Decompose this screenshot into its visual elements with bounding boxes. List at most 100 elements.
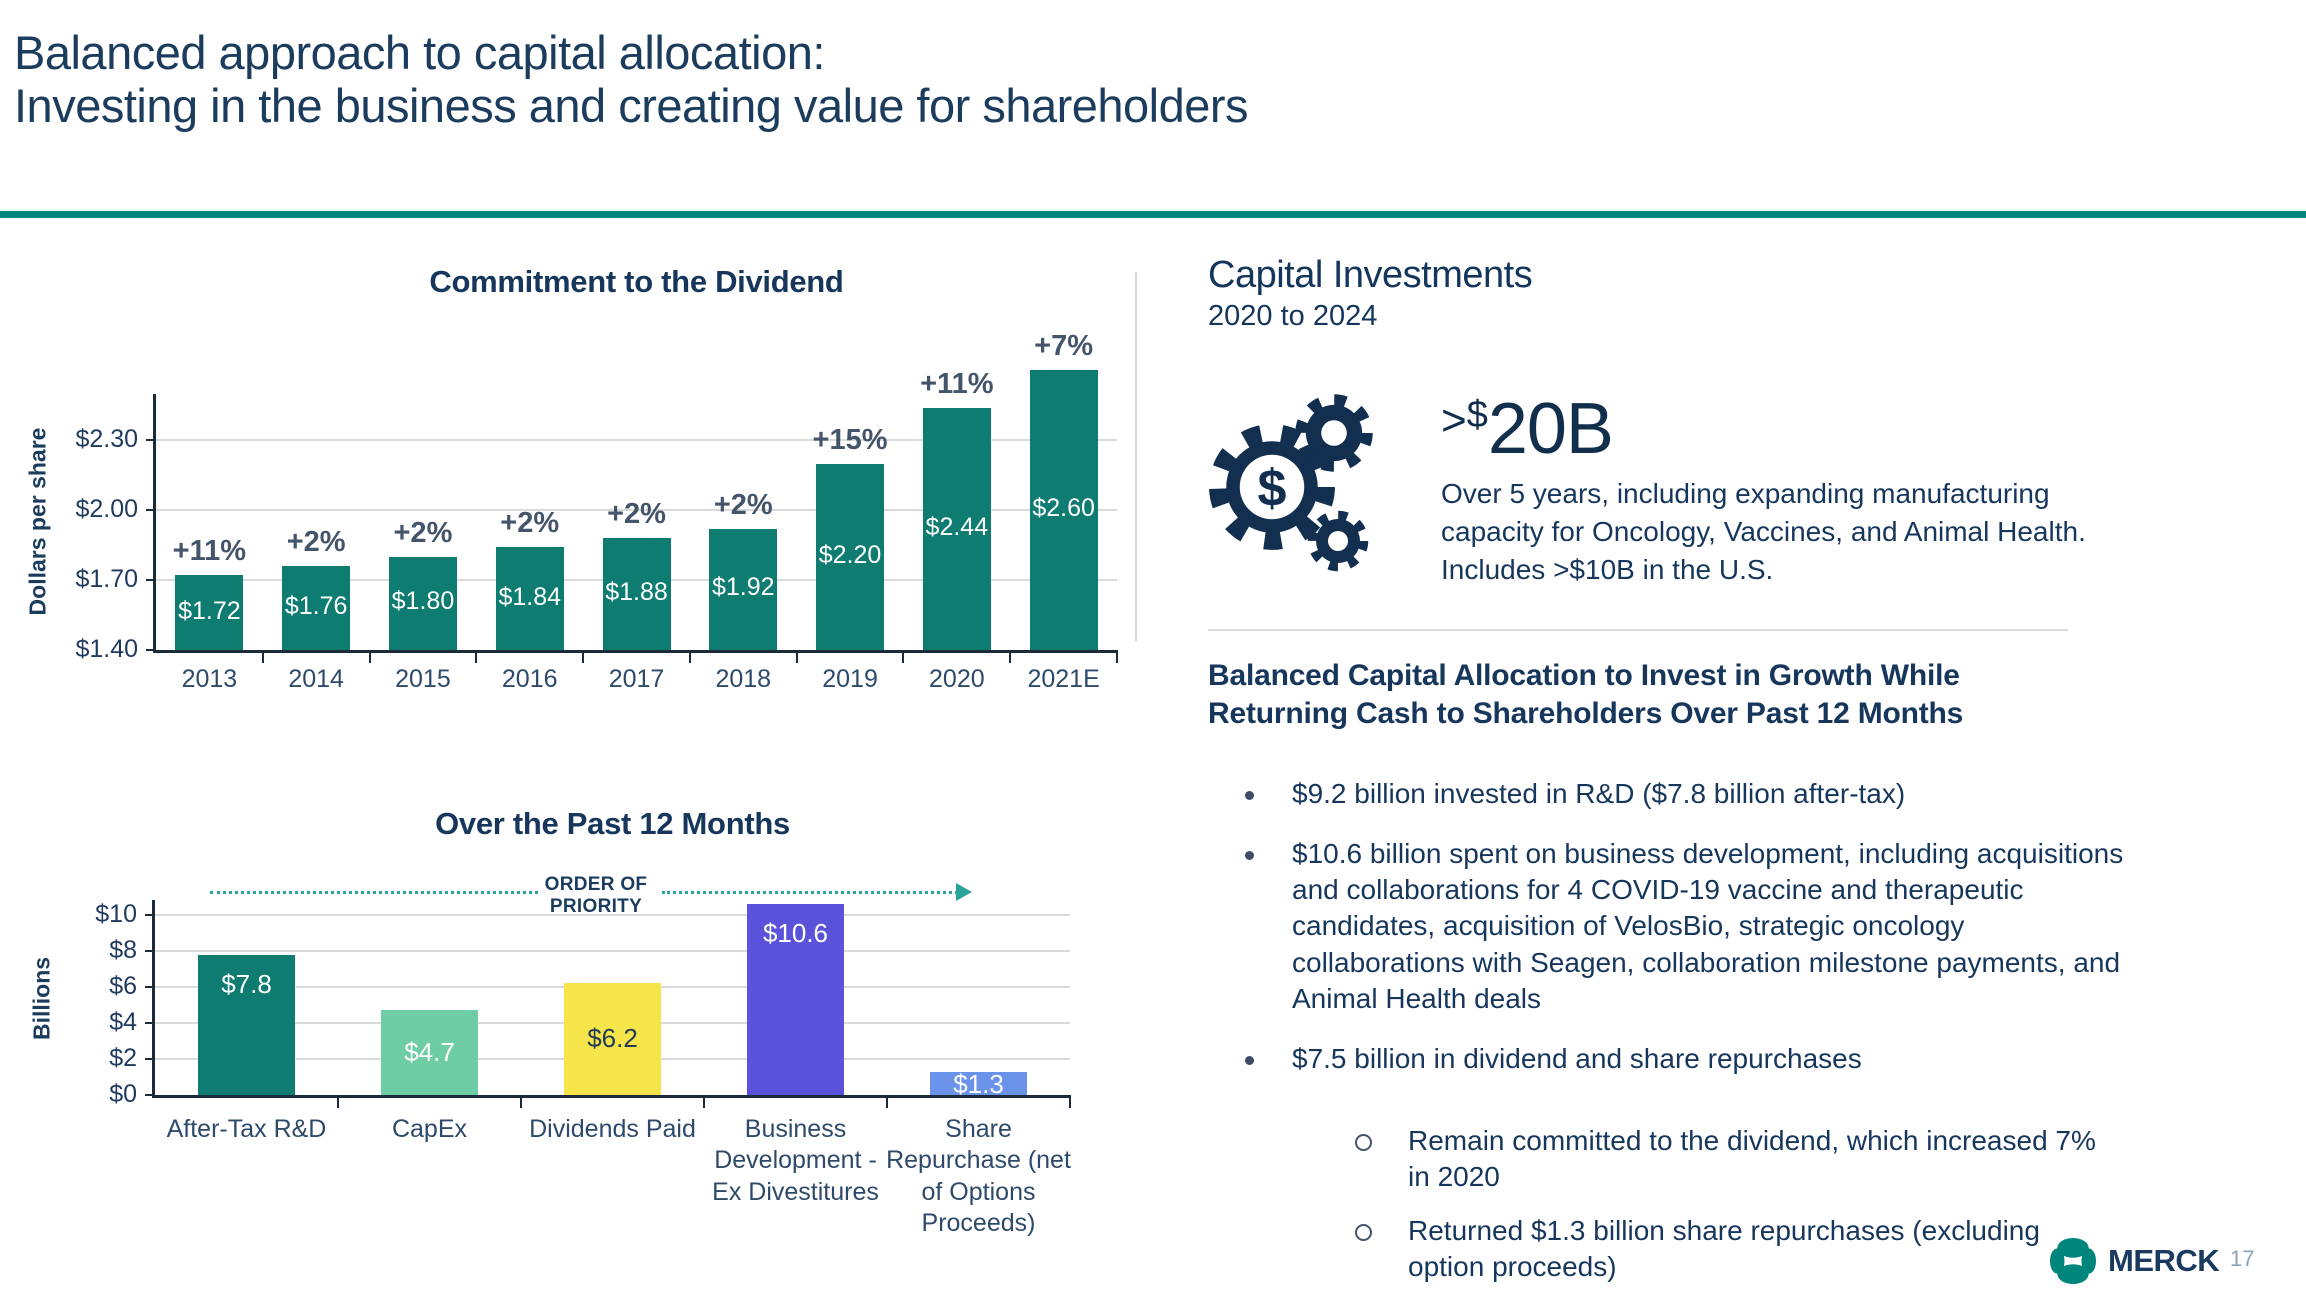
x-tick-mark: [520, 1095, 522, 1108]
x-tick-mark: [1009, 650, 1012, 663]
y-tick-mark: [145, 1058, 155, 1060]
bullet-text: $10.6 billion spent on business developm…: [1292, 838, 2124, 1014]
stat-description: Over 5 years, including expanding manufa…: [1441, 477, 2086, 586]
bar: [564, 983, 661, 1095]
category-label: 2015: [395, 665, 451, 693]
growth-label: +2%: [500, 507, 560, 540]
capital-stat-block: >$20B Over 5 years, including expanding …: [1441, 393, 2141, 589]
list-item: $10.6 billion spent on business developm…: [1208, 836, 2128, 1017]
bullet-dot-icon: [1245, 791, 1254, 801]
gridline: [155, 914, 1070, 916]
y-tick-mark: [145, 986, 155, 988]
category-label: 2014: [288, 665, 344, 693]
bullet-dot-icon: [1245, 1055, 1254, 1065]
order-of-priority-arrow-icon: [956, 883, 972, 901]
growth-label: +15%: [812, 423, 888, 456]
bar-value-label: $1.92: [711, 573, 775, 602]
bullet-text: $7.5 billion in dividend and share repur…: [1292, 1042, 1862, 1074]
bar-value-label: $1.84: [498, 582, 561, 611]
y-tick-label: $4: [109, 1008, 137, 1036]
bullet-dot-icon: [1245, 851, 1254, 861]
category-label: Share Repurchase (net of Options Proceed…: [886, 1115, 1071, 1237]
x-tick-mark: [582, 650, 585, 663]
page-number: 17: [2230, 1246, 2255, 1271]
order-of-priority-line-right: [662, 891, 958, 894]
bar-value-label: $4.7: [404, 1036, 455, 1067]
y-tick-mark: [146, 509, 156, 512]
bar: [282, 566, 351, 650]
stat-amount: 20B: [1487, 388, 1614, 469]
y-tick-mark: [145, 914, 155, 916]
list-item: $9.2 billion invested in R&D ($7.8 billi…: [1208, 776, 2128, 812]
bar-value-label: $7.8: [221, 968, 272, 999]
bar-value-label: $2.20: [818, 540, 882, 569]
bar-value-label: $1.88: [605, 578, 668, 607]
bar-value-label: $1.3: [953, 1069, 1004, 1100]
x-axis: [153, 650, 1117, 653]
category-label: Business Development - Ex Divestitures: [712, 1115, 879, 1206]
category-label: 2013: [181, 665, 238, 693]
growth-label: +2%: [286, 526, 346, 559]
money-gears-icon: $: [1209, 393, 1391, 573]
bar-value-label: $1.72: [178, 596, 241, 625]
growth-label: +2%: [607, 498, 666, 531]
category-label: 2016: [501, 665, 558, 693]
x-tick-mark: [902, 650, 905, 663]
x-tick-mark: [886, 1095, 888, 1108]
x-tick-mark: [475, 650, 478, 663]
list-item: Returned $1.3 billion share repurchases …: [1208, 1213, 2128, 1285]
y-tick-mark: [145, 1022, 155, 1024]
y-tick-label: $10: [95, 900, 137, 928]
page-title: Balanced approach to capital allocation:…: [14, 26, 1249, 133]
bar: [602, 538, 671, 650]
page-title-line2: Investing in the business and creating v…: [14, 79, 1249, 133]
bar: [198, 954, 295, 1095]
bar: [175, 575, 244, 650]
growth-label: +11%: [920, 367, 994, 400]
svg-text:$: $: [1258, 460, 1287, 518]
order-of-priority-label: ORDER OF PRIORITY: [544, 874, 648, 917]
bar: [922, 407, 991, 650]
category-label: After-Tax R&D: [166, 1115, 327, 1143]
dividend-chart-title: Commitment to the Dividend: [429, 264, 844, 299]
page-title-line1: Balanced approach to capital allocation:: [14, 26, 825, 79]
growth-label: +11%: [172, 535, 247, 568]
y-tick-label: $1.40: [75, 635, 138, 663]
category-label: 2018: [715, 665, 772, 693]
bar: [747, 904, 844, 1095]
y-tick-label: $6: [109, 972, 137, 1000]
capital-investments-subheading: 2020 to 2024: [1208, 299, 1378, 332]
x-tick-mark: [688, 650, 691, 663]
x-tick-mark: [1116, 650, 1118, 663]
category-label: CapEx: [391, 1115, 468, 1143]
vertical-divider: [1135, 272, 1137, 642]
sub-bullet-text: Returned $1.3 billion share repurchases …: [1408, 1215, 2040, 1283]
y-tick-label: $0: [109, 1080, 137, 1108]
bullet-circle-icon: [1355, 1133, 1372, 1151]
bar: [930, 1071, 1027, 1095]
list-item: Remain committed to the dividend, which …: [1208, 1123, 2128, 1195]
x-tick-mark: [1069, 1095, 1071, 1108]
y-axis: [153, 394, 156, 653]
y-tick-label: $2.30: [75, 425, 138, 454]
gridline: [156, 439, 1117, 442]
x-axis: [152, 1095, 1070, 1098]
growth-label: +2%: [713, 488, 773, 521]
currency-sign: $: [1466, 393, 1488, 436]
x-tick-mark: [703, 1095, 705, 1108]
capital-investments-panel: Capital Investments 2020 to 2024 $ >$20B…: [1208, 254, 2128, 1303]
category-label: 2017: [608, 665, 665, 693]
y-tick-label: $1.70: [75, 565, 138, 594]
bar: [816, 463, 885, 650]
sub-bullet-list: Remain committed to the dividend, which …: [1208, 1123, 2128, 1285]
bar: [495, 547, 564, 650]
capital-investments-heading: Capital Investments: [1208, 254, 1533, 296]
bar-value-label: $6.2: [587, 1023, 638, 1054]
x-tick-mark: [337, 1095, 339, 1108]
bar-value-label: $2.44: [925, 512, 989, 541]
y-tick-mark: [146, 649, 156, 651]
y-tick-mark: [146, 579, 156, 582]
y-tick-mark: [145, 950, 155, 952]
x-tick-mark: [368, 650, 371, 663]
category-label: 2020: [929, 665, 985, 693]
